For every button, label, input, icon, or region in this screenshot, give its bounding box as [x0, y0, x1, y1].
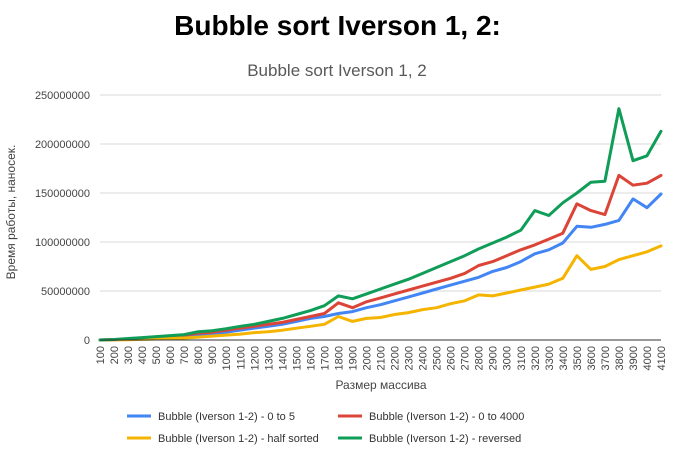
x-tick-label: 3700 — [600, 346, 612, 370]
x-tick-label: 1400 — [277, 346, 289, 370]
x-tick-label: 300 — [123, 346, 135, 364]
x-tick-label: 1100 — [235, 346, 247, 370]
legend: Bubble (Iverson 1-2) - 0 to 5 Bubble (Ive… — [127, 411, 524, 445]
x-tick-label: 600 — [165, 346, 177, 364]
x-tick-label: 4100 — [656, 346, 668, 370]
x-tick-label: 3100 — [516, 346, 528, 370]
legend-label: Bubble (Iverson 1-2) - 0 to 4000 — [369, 411, 524, 423]
x-tick-label: 2700 — [460, 346, 472, 370]
gridlines — [100, 94, 661, 292]
x-tick-label: 3600 — [586, 346, 598, 370]
x-tick-label: 2600 — [446, 346, 458, 370]
x-tick-label: 700 — [179, 346, 191, 364]
x-tick-label: 2200 — [390, 346, 402, 370]
x-tick-label: 2400 — [418, 346, 430, 370]
y-tick-label: 0 — [84, 335, 90, 347]
series-line-3 — [98, 244, 663, 342]
x-tick-label: 100 — [95, 346, 107, 364]
y-axis-title: Время работы, наносек. — [4, 145, 18, 280]
x-tick-label: 2300 — [404, 346, 416, 370]
x-tick-label: 3800 — [614, 346, 626, 370]
page-heading: Bubble sort Iverson 1, 2: — [174, 10, 501, 41]
x-tick-label: 900 — [207, 346, 219, 364]
y-tick-label: 150000000 — [35, 188, 90, 200]
series-line-4 — [98, 107, 663, 342]
x-tick-label: 3000 — [502, 346, 514, 370]
x-tick-label: 3400 — [558, 346, 570, 370]
series-lines — [98, 107, 663, 342]
legend-label: Bubble (Iverson 1-2) - 0 to 5 — [158, 411, 295, 423]
x-tick-label: 500 — [151, 346, 163, 364]
x-tick-label: 1000 — [221, 346, 233, 370]
y-tick-label: 50000000 — [41, 286, 90, 298]
x-tick-label: 1900 — [347, 346, 359, 370]
x-tick-label: 3500 — [572, 346, 584, 370]
x-tick-label: 200 — [109, 346, 121, 364]
x-tick-label: 1800 — [333, 346, 345, 370]
x-tick-label: 1500 — [291, 346, 303, 370]
y-tick-label: 100000000 — [35, 237, 90, 249]
x-tick-label: 1600 — [305, 346, 317, 370]
x-tick-label: 3300 — [544, 346, 556, 370]
x-tick-label: 1700 — [319, 346, 331, 370]
x-axis-ticks: 100 200 300 400 500 600 700 800 900 1000 1100 1200 1… — [95, 346, 668, 370]
x-tick-label: 800 — [193, 346, 205, 364]
y-tick-label: 250000000 — [35, 90, 90, 102]
legend-label: Bubble (Iverson 1-2) - half sorted — [158, 433, 319, 445]
x-tick-label: 400 — [137, 346, 149, 364]
x-axis-title: Размер массива — [335, 378, 426, 392]
x-tick-label: 1200 — [249, 346, 261, 370]
x-tick-label: 4000 — [642, 346, 654, 370]
chart-title: Bubble sort Iverson 1, 2 — [247, 61, 427, 80]
x-tick-label: 2500 — [432, 346, 444, 370]
x-tick-label: 3200 — [530, 346, 542, 370]
x-tick-label: 3900 — [628, 346, 640, 370]
x-tick-label: 2900 — [488, 346, 500, 370]
x-tick-label: 2000 — [361, 346, 373, 370]
y-axis-ticks: 0 50000000 100000000 150000000 200000000 2500… — [35, 90, 90, 347]
x-tick-label: 2100 — [376, 346, 388, 370]
legend-label: Bubble (Iverson 1-2) - reversed — [369, 433, 521, 445]
x-tick-label: 2800 — [474, 346, 486, 370]
x-tick-label: 1300 — [263, 346, 275, 370]
y-tick-label: 200000000 — [35, 139, 90, 151]
